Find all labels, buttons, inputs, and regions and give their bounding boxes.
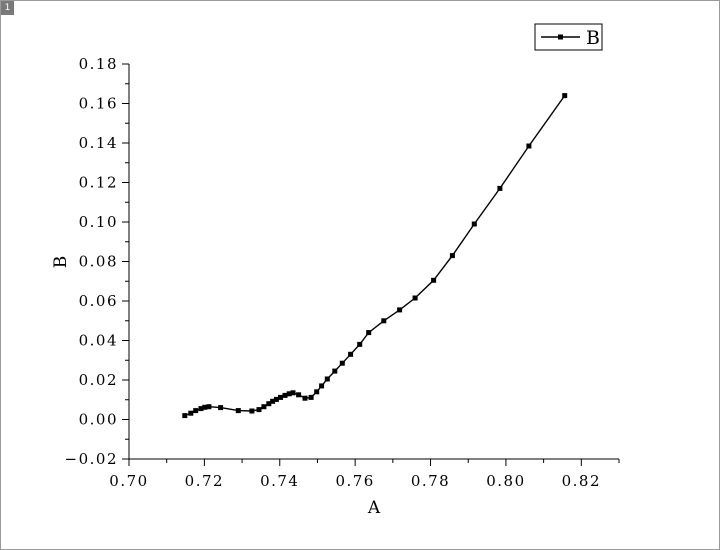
y-tick-label: 0.06 [79,292,118,310]
x-tick-label: 0.80 [486,472,525,490]
y-tick-label: −0.02 [65,450,118,468]
y-tick-label: 0.00 [79,411,118,429]
data-point [290,390,296,396]
data-point [286,391,292,397]
data-point [348,351,354,357]
data-point [273,396,279,402]
data-point [319,383,325,389]
data-point [324,376,330,382]
data-point [412,295,418,301]
y-tick-label: 0.14 [79,134,118,152]
data-point [266,401,272,407]
data-point [397,307,403,313]
data-point [270,398,276,404]
y-tick-label: 0.10 [79,213,118,231]
axes: −0.02 0.00 0.02 0.04 0.06 0.08 0.10 0.12 0.14 0.1… [65,55,620,490]
page-number-badge: 1 [1,1,14,15]
data-point [314,389,320,395]
data-point [308,394,314,400]
y-axis-title: B [51,256,71,269]
legend: B [534,23,603,51]
x-tick-label: 0.76 [335,472,374,490]
data-point [302,395,308,401]
data-point [182,413,188,419]
data-point [381,318,387,324]
series-line [184,95,566,417]
y-tick-label: 0.16 [79,95,118,113]
data-point [562,93,568,99]
y-tick-label: 0.08 [79,253,118,271]
data-point [193,408,199,414]
data-point [218,405,224,411]
data-point [366,330,372,336]
data-point [339,360,345,366]
data-point [357,341,363,347]
x-axis-title: A [367,498,381,518]
data-point [188,410,194,416]
y-tick-label: 0.04 [79,332,118,350]
x-tick-label: 0.72 [185,472,224,490]
legend-marker-swatch [558,34,563,40]
data-point [202,404,208,410]
data-point [449,253,455,259]
data-point [296,392,302,398]
x-tick-label: 0.78 [411,472,450,490]
legend-entry-label: B [586,27,600,49]
data-point [332,368,338,374]
data-point [249,408,255,414]
x-tick-label: 0.70 [109,472,148,490]
x-tick-label: 0.82 [562,472,601,490]
data-point [471,221,477,227]
y-tick-label: 0.18 [79,55,118,73]
data-point [282,392,288,398]
data-point [526,143,532,149]
data-point [431,277,437,283]
series-b [182,93,568,419]
x-tick-label: 0.74 [260,472,299,490]
data-point [198,406,204,412]
data-point [206,404,212,410]
data-point [497,185,503,191]
y-tick-label: 0.02 [79,371,118,389]
data-point [235,408,241,414]
data-point [256,407,262,413]
data-point [278,394,283,400]
y-tick-label: 0.12 [79,174,118,192]
data-point [261,404,267,410]
